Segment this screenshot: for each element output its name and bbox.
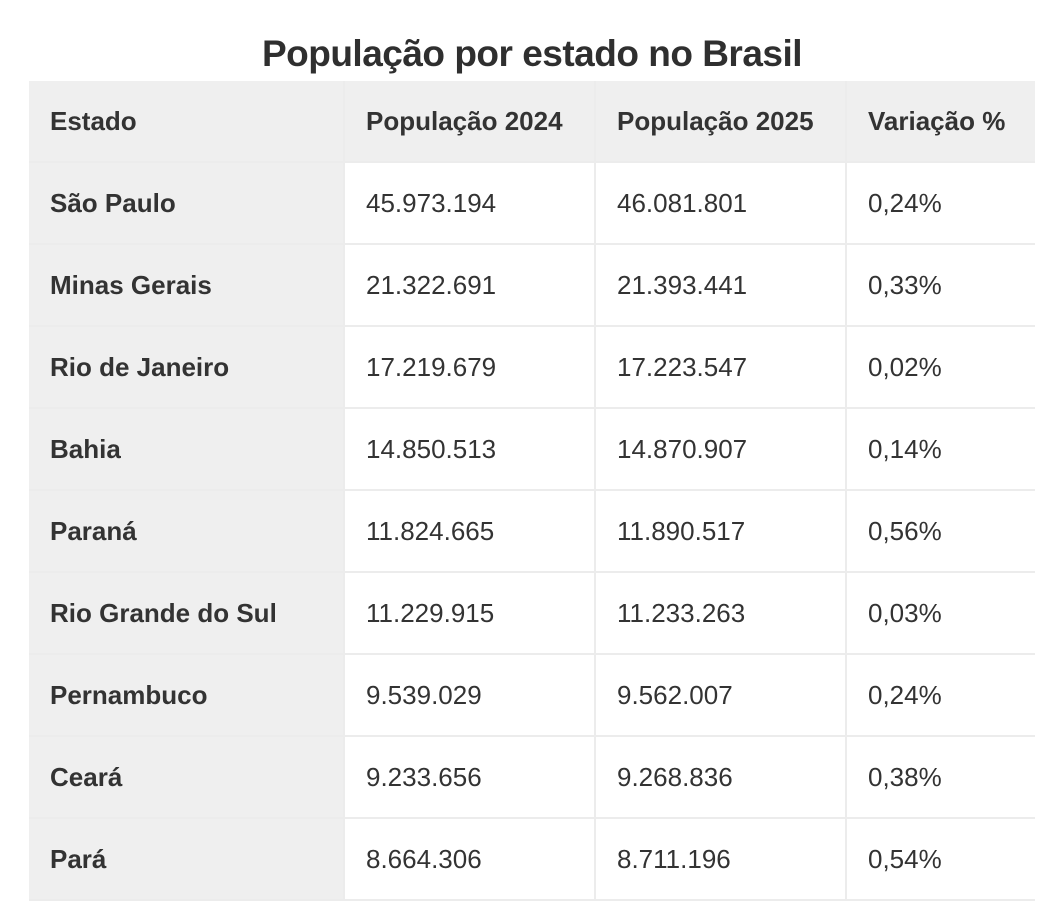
population-2025-cell: 14.870.907 [596, 409, 847, 489]
variation-cell: 0,02% [868, 351, 942, 382]
variation-cell: 0,33% [868, 269, 942, 300]
population-2025-cell: 9.268.836 [596, 737, 847, 817]
population-2025-cell: 21.393.441 [596, 245, 847, 325]
state-cell: Bahia [29, 409, 345, 489]
population-2024-cell: 11.824.665 [345, 491, 596, 571]
variation-cell: 0,56% [868, 515, 942, 546]
table-row: São Paulo 45.973.194 46.081.801 0,24% [29, 163, 1035, 245]
table-row: Paraná 11.824.665 11.890.517 0,56% [29, 491, 1035, 573]
column-header-variacao: Variação % [847, 81, 1035, 161]
table-row: Minas Gerais 21.322.691 21.393.441 0,33% [29, 245, 1035, 327]
table-row: Pará 8.664.306 8.711.196 0,54% [29, 819, 1035, 901]
column-header-populacao-2025: População 2025 [596, 81, 847, 161]
population-2025-cell: 9.562.007 [596, 655, 847, 735]
state-cell: Pernambuco [29, 655, 345, 735]
population-2025-cell: 11.890.517 [596, 491, 847, 571]
state-cell: São Paulo [29, 163, 345, 243]
table-row: Ceará 9.233.656 9.268.836 0,38% [29, 737, 1035, 819]
table-row: Bahia 14.850.513 14.870.907 0,14% [29, 409, 1035, 491]
table-row: Pernambuco 9.539.029 9.562.007 0,24% [29, 655, 1035, 737]
table-row: Rio de Janeiro 17.219.679 17.223.547 0,0… [29, 327, 1035, 409]
population-2025-cell: 46.081.801 [596, 163, 847, 243]
table-row: Rio Grande do Sul 11.229.915 11.233.263 … [29, 573, 1035, 655]
chart-title: População por estado no Brasil [261, 33, 803, 74]
population-2024-cell: 14.850.513 [345, 409, 596, 489]
population-2024-cell: 11.229.915 [345, 573, 596, 653]
column-header-estado: Estado [29, 81, 345, 161]
population-2024-cell: 45.973.194 [345, 163, 596, 243]
table-header-row: Estado População 2024 População 2025 Var… [29, 81, 1035, 163]
variation-cell: 0,03% [868, 597, 942, 628]
population-table: Estado População 2024 População 2025 Var… [29, 81, 1035, 901]
population-2025-cell: 8.711.196 [596, 819, 847, 899]
state-cell: Rio Grande do Sul [29, 573, 345, 653]
population-2025-cell: 11.233.263 [596, 573, 847, 653]
state-cell: Paraná [29, 491, 345, 571]
state-cell: Pará [29, 819, 345, 899]
variation-cell: 0,24% [868, 187, 942, 218]
variation-cell: 0,38% [868, 761, 942, 792]
population-2025-cell: 17.223.547 [596, 327, 847, 407]
population-2024-cell: 21.322.691 [345, 245, 596, 325]
variation-cell: 0,24% [868, 679, 942, 710]
population-2024-cell: 8.664.306 [345, 819, 596, 899]
population-2024-cell: 9.539.029 [345, 655, 596, 735]
population-2024-cell: 9.233.656 [345, 737, 596, 817]
variation-cell: 0,54% [868, 843, 942, 874]
column-header-populacao-2024: População 2024 [345, 81, 596, 161]
state-cell: Ceará [29, 737, 345, 817]
variation-cell: 0,14% [868, 433, 942, 464]
state-cell: Minas Gerais [29, 245, 345, 325]
population-2024-cell: 17.219.679 [345, 327, 596, 407]
state-cell: Rio de Janeiro [29, 327, 345, 407]
